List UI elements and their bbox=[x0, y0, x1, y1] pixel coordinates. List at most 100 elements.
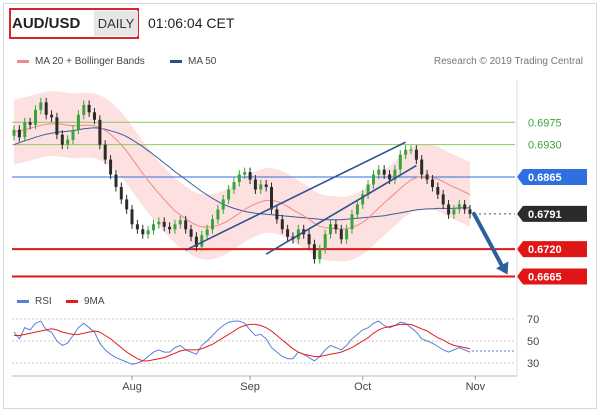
candle-body-78 bbox=[431, 179, 434, 187]
candle-body-58 bbox=[323, 234, 327, 250]
chart-frame bbox=[3, 3, 597, 409]
level-label-1: 0.6930 bbox=[528, 140, 562, 152]
rsi-tick-label-0: 70 bbox=[527, 314, 539, 326]
candle-body-84 bbox=[463, 204, 467, 210]
candle-body-22 bbox=[130, 209, 134, 225]
candle-body-71 bbox=[393, 169, 397, 180]
candle-body-13 bbox=[82, 104, 86, 115]
candle-body-6 bbox=[44, 102, 48, 115]
candle-body-29 bbox=[168, 226, 172, 230]
candle-body-2 bbox=[23, 122, 27, 138]
candle-body-34 bbox=[194, 236, 198, 247]
candle-body-33 bbox=[189, 229, 193, 237]
bollinger-band bbox=[14, 91, 470, 262]
level-tag-3 bbox=[517, 205, 587, 222]
x-tick-label-2: Oct bbox=[354, 381, 371, 393]
candle-body-59 bbox=[329, 224, 332, 235]
candle-body-45 bbox=[253, 179, 257, 190]
rsi-tick-label-1: 50 bbox=[527, 336, 539, 348]
candle-body-31 bbox=[178, 220, 182, 225]
clock-label: 01:06:04 CET bbox=[148, 15, 235, 31]
symbol-box bbox=[9, 8, 139, 39]
candle-body-68 bbox=[377, 169, 381, 175]
candle-body-18 bbox=[109, 159, 113, 175]
candle-body-82 bbox=[452, 209, 456, 215]
candle-body-35 bbox=[200, 235, 204, 247]
candle-body-69 bbox=[382, 169, 386, 175]
forecast-arrow-line bbox=[472, 211, 507, 273]
candle-body-36 bbox=[205, 229, 209, 236]
candle-body-60 bbox=[334, 224, 338, 230]
candle-body-76 bbox=[420, 159, 424, 175]
candle-body-8 bbox=[55, 117, 59, 135]
level-label-4: 0.6720 bbox=[528, 244, 562, 256]
symbol-label[interactable]: AUD/USD bbox=[12, 15, 81, 32]
legend-rsi-swatch bbox=[17, 299, 29, 303]
candle-body-79 bbox=[436, 187, 440, 195]
legend-9ma-label: 9MA bbox=[84, 296, 105, 307]
candle-body-49 bbox=[275, 209, 279, 220]
candle-body-32 bbox=[184, 220, 188, 230]
candle-body-14 bbox=[87, 104, 91, 113]
candle-body-11 bbox=[71, 129, 75, 140]
candle-body-19 bbox=[114, 174, 118, 187]
legend-ma50-label: MA 50 bbox=[188, 56, 217, 67]
ma50-line bbox=[13, 127, 470, 221]
candle-body-3 bbox=[28, 122, 32, 125]
candle-body-27 bbox=[157, 221, 161, 225]
legend-ma20-swatch bbox=[17, 59, 29, 63]
timeframe-button[interactable]: DAILY bbox=[94, 11, 138, 36]
candle-body-80 bbox=[441, 194, 445, 205]
x-tick-label-1: Sep bbox=[240, 381, 260, 393]
level-label-3: 0.6791 bbox=[528, 209, 562, 221]
candle-body-10 bbox=[66, 139, 70, 145]
legend-ma50-swatch bbox=[170, 59, 182, 63]
candle-body-62 bbox=[345, 229, 349, 240]
candle-body-56 bbox=[312, 244, 316, 260]
candle-body-51 bbox=[286, 229, 290, 237]
level-tag-4 bbox=[517, 241, 587, 258]
level-label-2: 0.6865 bbox=[528, 172, 562, 184]
candle-body-44 bbox=[248, 172, 252, 180]
candle-body-40 bbox=[227, 189, 231, 200]
channel-line-1 bbox=[265, 164, 417, 255]
candle-body-20 bbox=[119, 187, 123, 200]
candle-body-64 bbox=[355, 204, 359, 215]
level-tag-2 bbox=[517, 169, 587, 186]
candle-body-38 bbox=[216, 209, 220, 220]
candle-body-9 bbox=[60, 134, 64, 145]
candle-body-57 bbox=[318, 249, 322, 260]
candle-body-70 bbox=[388, 174, 392, 180]
candle-body-85 bbox=[468, 209, 472, 214]
candle-body-39 bbox=[221, 199, 225, 210]
candle-body-28 bbox=[162, 221, 166, 227]
candle-body-21 bbox=[125, 199, 129, 210]
candle-body-75 bbox=[414, 149, 418, 160]
level-tag-5 bbox=[517, 268, 587, 285]
candle-body-63 bbox=[350, 214, 354, 230]
candle-body-83 bbox=[457, 204, 461, 210]
legend-rsi: RSI bbox=[17, 296, 52, 307]
candle-body-74 bbox=[409, 149, 413, 151]
candle-body-48 bbox=[270, 187, 273, 210]
candle-body-5 bbox=[39, 102, 43, 110]
forecast-arrow-head bbox=[496, 261, 509, 275]
legend-ma20-label: MA 20 + Bollinger Bands bbox=[35, 56, 145, 67]
x-tick-label-0: Aug bbox=[122, 381, 142, 393]
legend-rsi-label: RSI bbox=[35, 296, 52, 307]
candle-body-4 bbox=[34, 109, 37, 125]
candle-body-24 bbox=[141, 229, 145, 235]
rsi-line bbox=[13, 320, 471, 365]
level-label-5: 0.6665 bbox=[528, 272, 562, 284]
candle-body-72 bbox=[398, 154, 402, 170]
candle-body-12 bbox=[76, 114, 80, 130]
candle-body-46 bbox=[259, 184, 263, 190]
candle-body-43 bbox=[243, 172, 247, 175]
rsi-ma-line bbox=[14, 323, 471, 362]
candle-body-77 bbox=[425, 174, 429, 180]
candle-body-47 bbox=[264, 184, 268, 187]
candle-body-50 bbox=[280, 219, 284, 230]
candle-body-65 bbox=[361, 194, 365, 205]
candle-body-61 bbox=[339, 229, 343, 240]
rsi-tick-label-2: 30 bbox=[527, 358, 539, 370]
